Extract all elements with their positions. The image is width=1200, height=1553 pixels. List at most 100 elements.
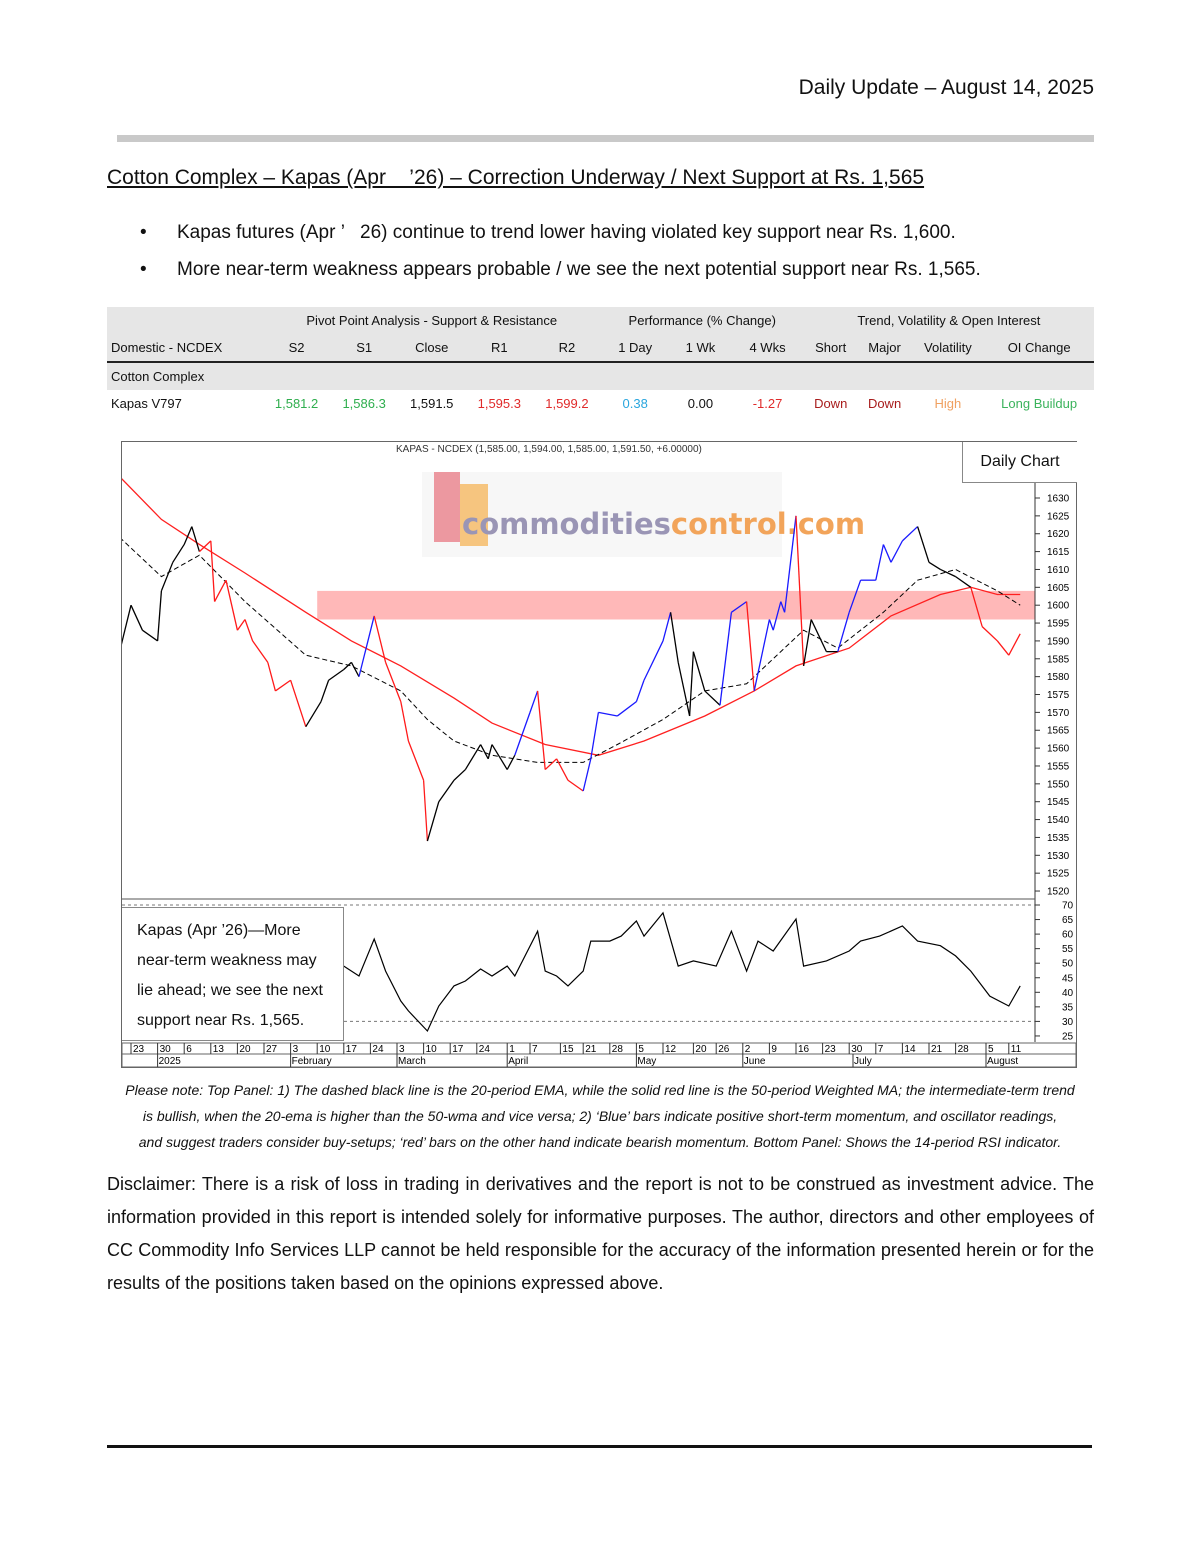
price-segment bbox=[692, 651, 706, 692]
price-tick-label: 1540 bbox=[1047, 815, 1070, 826]
date-tick-label: 12 bbox=[665, 1044, 677, 1055]
month-label: February bbox=[292, 1056, 332, 1067]
price-segment bbox=[772, 601, 782, 631]
rsi-tick-label: 60 bbox=[1062, 930, 1074, 941]
chart-note: Please note: Top Panel: 1) The dashed bl… bbox=[125, 1082, 1075, 1150]
price-tick-label: 1630 bbox=[1047, 494, 1070, 505]
date-tick-label: 14 bbox=[904, 1044, 916, 1055]
date-tick-label: 21 bbox=[585, 1044, 597, 1055]
price-segment bbox=[768, 619, 774, 631]
bullet-item: • More near-term weakness appears probabl… bbox=[140, 259, 981, 281]
price-tick-label: 1590 bbox=[1047, 636, 1070, 647]
price-tick-label: 1520 bbox=[1047, 887, 1070, 898]
date-tick-label: 28 bbox=[612, 1044, 624, 1055]
price-segment bbox=[267, 662, 277, 692]
price-segment bbox=[677, 662, 691, 717]
notes-section: Please note: Top Panel: 1) The dashed bl… bbox=[70, 1077, 1130, 1300]
date-tick-label: 15 bbox=[562, 1044, 574, 1055]
month-label: August bbox=[987, 1056, 1018, 1067]
date-tick-label: 5 bbox=[988, 1044, 994, 1055]
price-segment bbox=[328, 668, 345, 681]
price-tick-label: 1555 bbox=[1047, 761, 1070, 772]
rsi-tick-label: 30 bbox=[1062, 1017, 1074, 1028]
column-header: R1 bbox=[465, 334, 534, 363]
rsi-tick-label: 50 bbox=[1062, 959, 1074, 970]
logo-icon bbox=[434, 472, 460, 542]
price-segment bbox=[556, 758, 569, 781]
rsi-tick-label: 35 bbox=[1062, 1002, 1074, 1013]
wma50-line bbox=[119, 476, 1021, 756]
price-tick-label: 1525 bbox=[1047, 869, 1070, 880]
rsi-tick-label: 45 bbox=[1062, 973, 1074, 984]
price-segment bbox=[225, 580, 239, 631]
section-label: Cotton Complex bbox=[111, 369, 205, 384]
report-title: Cotton Complex – Kapas (Apr ’26) – Corre… bbox=[107, 166, 925, 189]
column-header: S2 bbox=[262, 334, 331, 363]
price-tick-label: 1530 bbox=[1047, 851, 1070, 862]
price-segment bbox=[780, 601, 786, 613]
date-tick-label: 27 bbox=[266, 1044, 278, 1055]
price-segment bbox=[422, 780, 429, 842]
price-segment bbox=[875, 544, 885, 581]
price-segment bbox=[400, 701, 410, 742]
price-segment bbox=[669, 612, 679, 663]
date-tick-label: 20 bbox=[695, 1044, 707, 1055]
price-segment bbox=[745, 601, 755, 691]
price-segment bbox=[704, 690, 721, 706]
bullet-icon: • bbox=[140, 222, 147, 243]
date-tick-label: 24 bbox=[479, 1044, 491, 1055]
price-tick-label: 1605 bbox=[1047, 583, 1070, 594]
price-segment bbox=[130, 604, 143, 631]
price-tick-label: 1565 bbox=[1047, 726, 1070, 737]
column-header: Domestic - NCDEX bbox=[107, 334, 263, 363]
table-cell: 1,586.3 bbox=[342, 396, 386, 411]
price-segment bbox=[529, 690, 539, 713]
bullet-item: • Kapas futures (Apr ’ 26) continue to tr… bbox=[140, 222, 956, 244]
price-segment bbox=[802, 619, 812, 667]
date-tick-label: 17 bbox=[452, 1044, 464, 1055]
price-segment bbox=[901, 526, 919, 542]
date-tick-label: 30 bbox=[851, 1044, 863, 1055]
price-segment bbox=[305, 701, 322, 728]
price-segment bbox=[731, 601, 747, 613]
price-segment bbox=[491, 744, 508, 770]
date-tick-label: 7 bbox=[878, 1044, 884, 1055]
price-segment bbox=[214, 579, 227, 602]
date-tick-label: 26 bbox=[718, 1044, 730, 1055]
price-tick-label: 1575 bbox=[1047, 690, 1070, 701]
column-header: 1 Day bbox=[600, 334, 670, 363]
price-segment bbox=[160, 562, 174, 592]
price-segment bbox=[506, 754, 516, 770]
price-tick-label: 1550 bbox=[1047, 779, 1070, 790]
price-tick-label: 1585 bbox=[1047, 654, 1070, 665]
price-segment bbox=[350, 662, 360, 677]
logo-text: commoditiescontrol.com bbox=[462, 507, 865, 541]
price-tick-label: 1610 bbox=[1047, 565, 1070, 576]
price-segment bbox=[407, 740, 425, 781]
price-segment bbox=[567, 779, 584, 792]
date-tick-label: 7 bbox=[532, 1044, 538, 1055]
price-tick-label: 1545 bbox=[1047, 797, 1070, 808]
date-tick-label: 3 bbox=[293, 1044, 299, 1055]
price-segment bbox=[916, 526, 930, 563]
date-tick-label: 17 bbox=[346, 1044, 358, 1055]
price-segment bbox=[1008, 633, 1021, 656]
price-segment bbox=[244, 619, 254, 642]
table-cell: Long Buildup bbox=[1001, 396, 1078, 411]
rsi-tick-label: 25 bbox=[1062, 1031, 1074, 1042]
group-header: Pivot Point Analysis - Support & Resista… bbox=[306, 313, 558, 328]
date-tick-label: 11 bbox=[1011, 1044, 1022, 1055]
price-segment bbox=[156, 590, 163, 641]
price-segment bbox=[981, 626, 998, 642]
price-segment bbox=[487, 744, 493, 759]
price-segment bbox=[940, 568, 956, 578]
table-cell: -1.27 bbox=[752, 396, 783, 411]
price-segment bbox=[252, 640, 269, 663]
chart-label: Daily Chart bbox=[962, 442, 1077, 483]
price-segment bbox=[373, 615, 387, 663]
price-segment bbox=[236, 619, 246, 631]
price-segment bbox=[970, 587, 983, 627]
table-cell: Down bbox=[867, 396, 902, 411]
rsi-tick-label: 55 bbox=[1062, 944, 1074, 955]
price-tick-label: 1535 bbox=[1047, 833, 1070, 844]
